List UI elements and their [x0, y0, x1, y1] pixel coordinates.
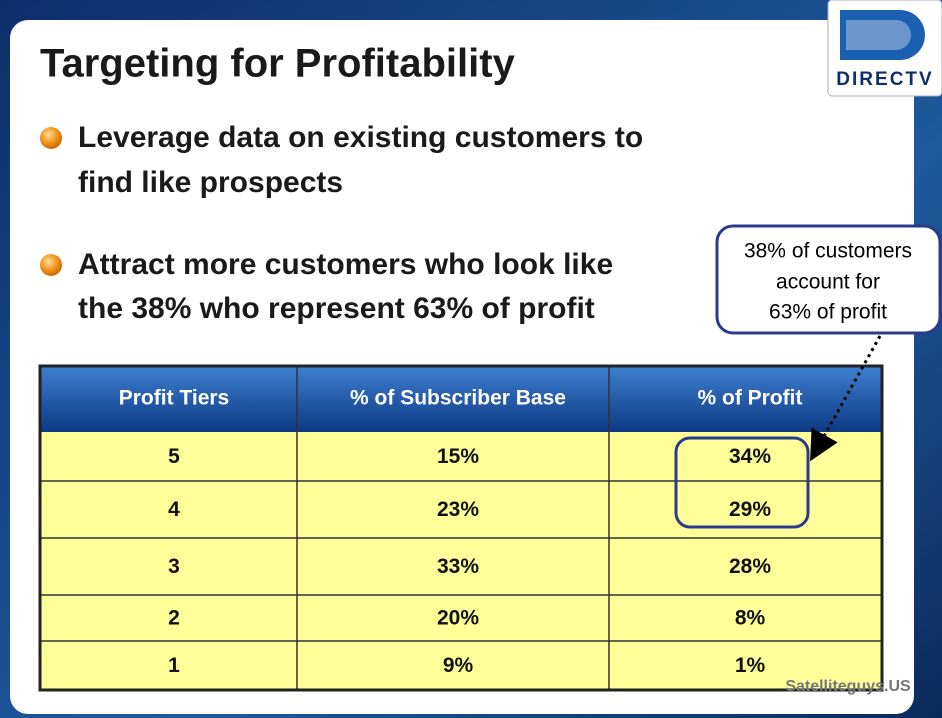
column-header: Profit Tiers — [119, 387, 229, 410]
logo: DIRECTV — [827, 0, 942, 97]
highlight — [674, 436, 810, 529]
title: Targeting for Profitability — [40, 42, 516, 86]
bullet-text: find like prospects — [78, 166, 343, 199]
table-cell: 4 — [168, 498, 180, 521]
bullet-dot — [40, 127, 62, 149]
table-cell: 23% — [437, 498, 479, 521]
watermark: Satelliteguys.US — [785, 678, 911, 695]
callout-text: account for — [776, 271, 880, 294]
bullet-text: Leverage data on existing customers to — [78, 121, 643, 154]
logo-text: DIRECTV — [836, 69, 933, 90]
table-cell: 29% — [729, 498, 771, 521]
bullet-text: the 38% who represent 63% of profit — [78, 292, 595, 325]
column-header: % of Subscriber Base — [350, 387, 566, 410]
table-cell: 15% — [437, 445, 479, 468]
table-border — [38, 364, 884, 692]
callout-box — [715, 224, 942, 335]
table-cell: 1% — [735, 654, 766, 677]
table-cell: 1 — [168, 654, 180, 677]
table-cell: 33% — [437, 555, 479, 578]
table-cell: 8% — [735, 607, 766, 630]
table-cell: 9% — [443, 654, 474, 677]
column-header: % of Profit — [698, 387, 803, 410]
table-header — [40, 366, 882, 432]
table-cell: 5 — [168, 445, 180, 468]
table-cell: 20% — [437, 607, 479, 630]
table-cell: 34% — [729, 445, 771, 468]
callout-text: 38% of customers — [744, 240, 912, 263]
logo-shape — [846, 20, 911, 50]
bullet-text: Attract more customers who look like — [78, 248, 613, 281]
table: Profit Tiers % of Subscriber Base % of Pro… — [38, 364, 884, 692]
callout-text: 63% of profit — [769, 301, 887, 324]
table-body — [40, 432, 882, 690]
bullet-dot — [40, 254, 62, 276]
callout-arrow — [810, 335, 882, 462]
table-cell: 28% — [729, 555, 771, 578]
table-cell: 2 — [168, 607, 180, 630]
logo-shape — [840, 10, 925, 60]
table-cell: 3 — [168, 555, 180, 578]
